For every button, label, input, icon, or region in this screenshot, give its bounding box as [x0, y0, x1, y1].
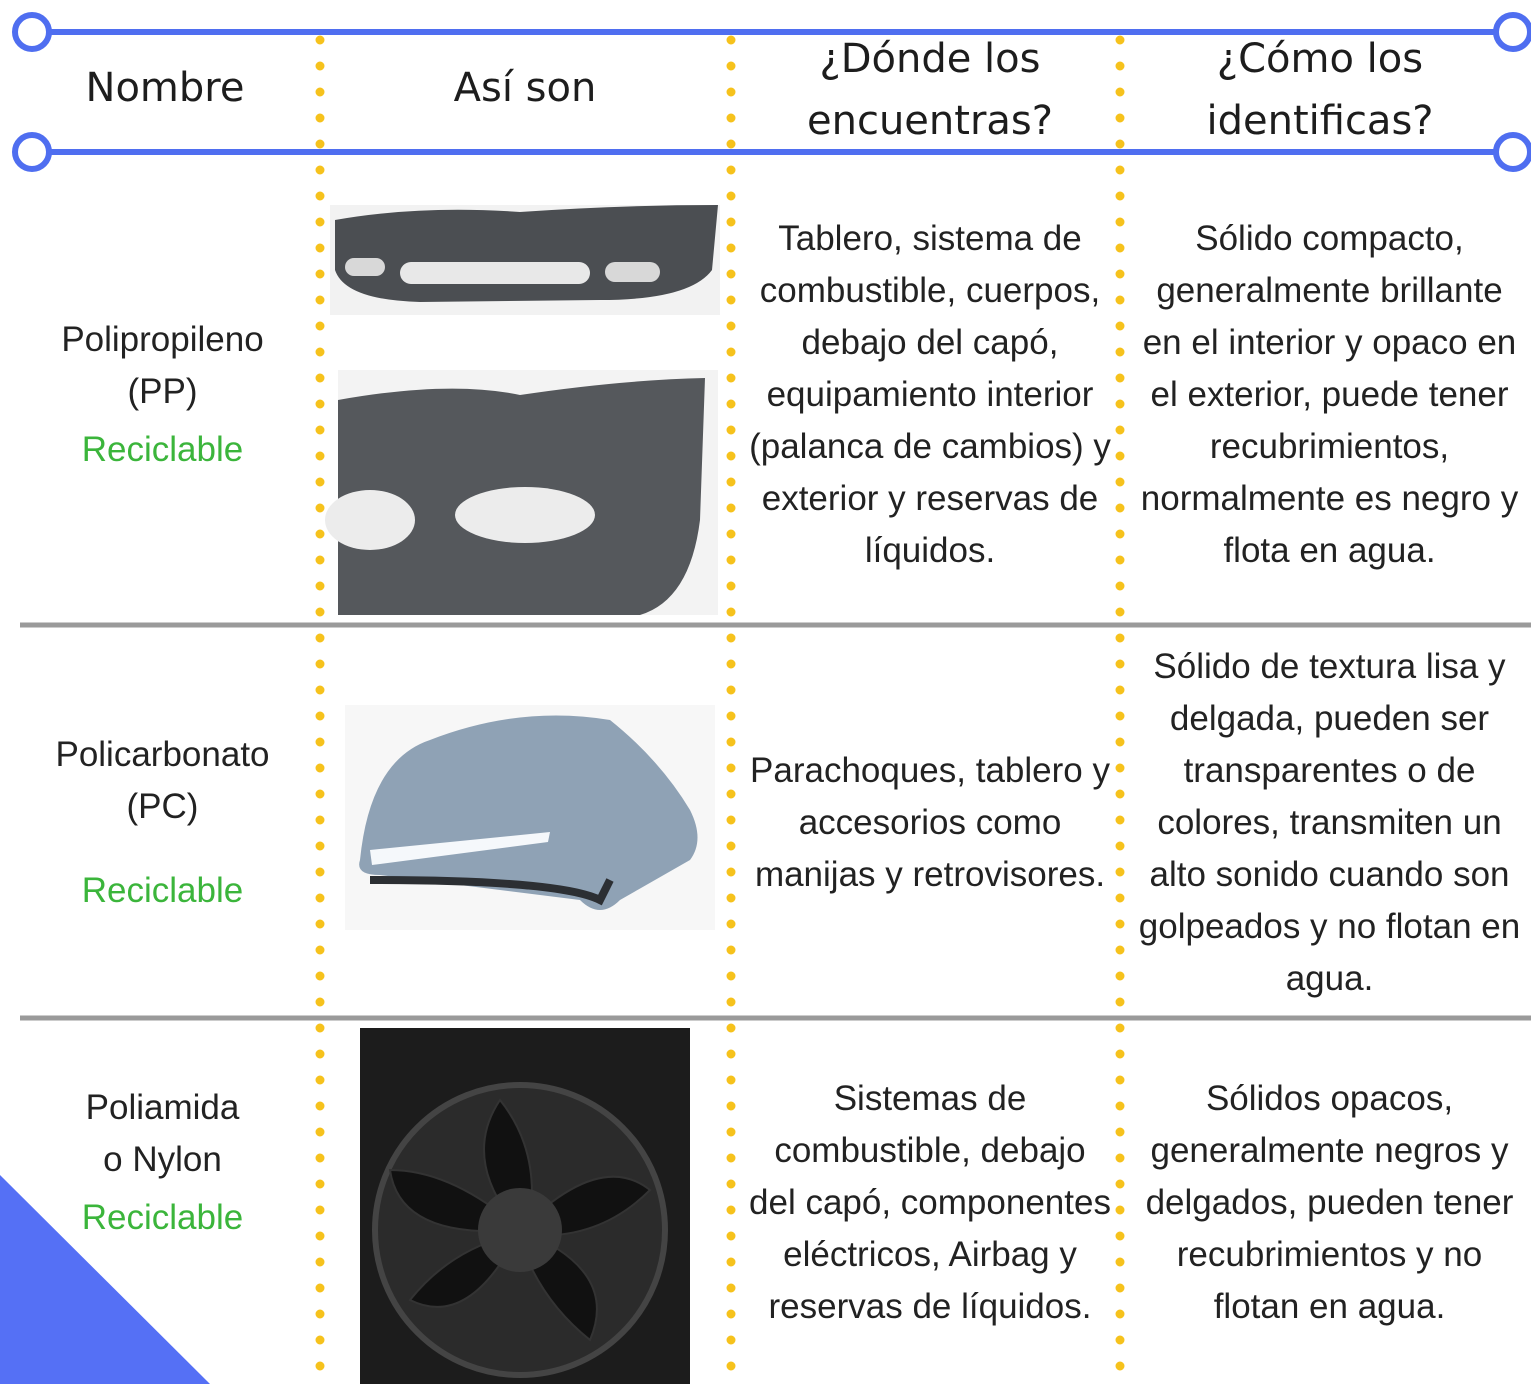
material-name: Polipropileno (PP): [61, 320, 264, 411]
recyclable-label: Reciclable: [81, 430, 244, 469]
name-cell: Poliamida o Nylon Reciclable: [10, 981, 315, 1344]
name-cell: Polipropileno (PP) Reciclable: [10, 165, 315, 625]
material-name: Policarbonato (PC): [55, 735, 270, 826]
identify-text: Sólido de textura lisa y delgada, pueden…: [1138, 647, 1521, 998]
name-cell: Policarbonato (PC) Reciclable: [10, 628, 315, 1018]
line-end: [1493, 12, 1531, 52]
identify-text: Sólidos opacos, generalmente negros y de…: [1145, 1078, 1514, 1326]
bumper-image: [325, 205, 720, 615]
material-name: Poliamida o Nylon: [85, 1087, 240, 1179]
mirror-image: [345, 705, 715, 930]
recyclable-label: Reciclable: [81, 871, 244, 910]
header-cell: Así son: [453, 65, 597, 111]
header-cell: Nombre: [85, 65, 245, 111]
line-end: [1493, 132, 1531, 172]
identify-text: Sólido compacto, generalmente brillante …: [1140, 219, 1519, 570]
column-dividers: [315, 35, 1125, 1384]
where-text: Parachoques, tablero y accesorios como m…: [750, 751, 1110, 894]
header-cell: ¿Dónde los encuentras?: [807, 36, 1053, 144]
line-end: [12, 132, 52, 172]
corner-triangle: [0, 1175, 210, 1384]
where-text: Tablero, sistema de combustible, cuerpos…: [749, 219, 1111, 570]
where-text: Sistemas de combustible, debajo del capó…: [749, 1078, 1111, 1326]
header-cell: ¿Cómo los identificas?: [1206, 36, 1434, 144]
recyclable-label: Reciclable: [81, 1197, 244, 1237]
line-end: [12, 12, 52, 52]
fan-image: [360, 1028, 690, 1384]
